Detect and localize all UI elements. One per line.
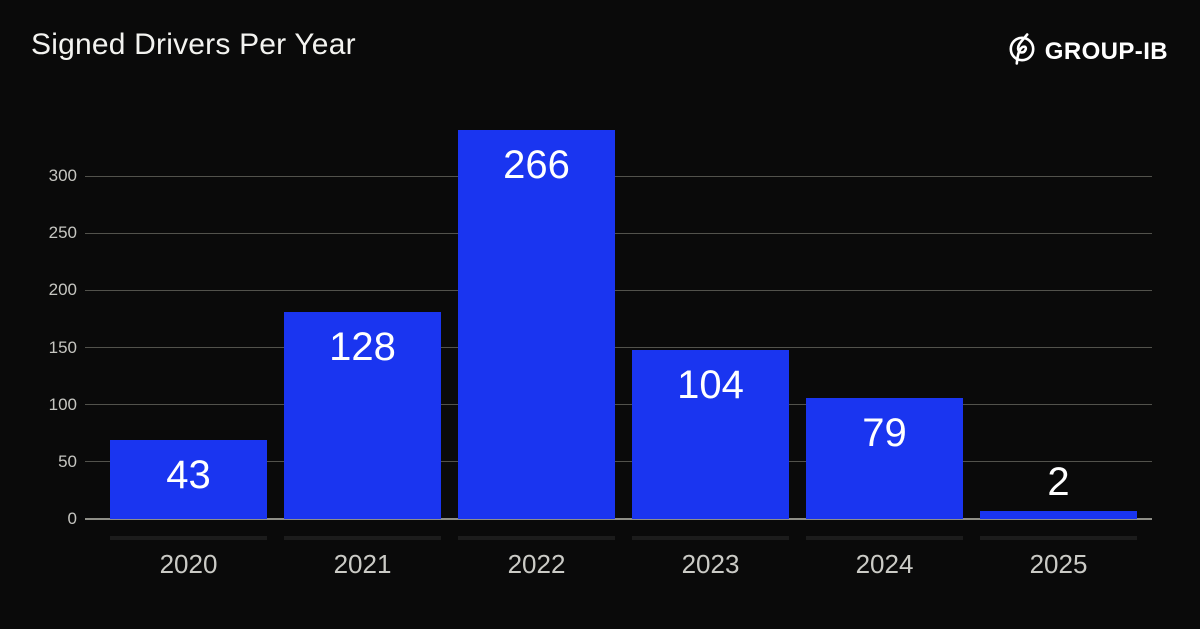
- y-tick-label: 300: [48, 166, 77, 185]
- bar: [806, 398, 963, 519]
- group-ib-logo-icon: [1007, 31, 1037, 72]
- x-tick-label: 2022: [507, 549, 566, 579]
- x-tick-label: 2021: [333, 549, 392, 579]
- bar-value-label: 79: [862, 411, 907, 455]
- bar: [632, 350, 789, 519]
- bar-value-label: 104: [677, 363, 744, 407]
- gridline: [85, 289, 1152, 291]
- bar-base-strip: [806, 536, 963, 540]
- bar-value-label: 266: [503, 143, 570, 187]
- y-tick-label: 250: [48, 223, 77, 243]
- gridline: [85, 461, 1152, 463]
- y-tick-label: 0: [67, 509, 77, 528]
- bar: [980, 511, 1137, 519]
- x-tick-label: 2024: [855, 549, 914, 579]
- gridline: [85, 175, 1152, 177]
- x-tick-label: 2023: [681, 549, 740, 579]
- bar: [110, 440, 267, 519]
- y-tick-label: 50: [58, 451, 77, 471]
- x-axis-baseline: [85, 518, 1152, 520]
- bar: [284, 312, 441, 519]
- bar-base-strip: [980, 536, 1137, 540]
- y-tick-label: 200: [48, 280, 77, 300]
- bar-base-strip: [458, 536, 615, 540]
- bar-base-strip: [110, 536, 267, 540]
- bar-base-strip: [632, 536, 789, 540]
- page-title: Signed Drivers Per Year: [31, 28, 356, 61]
- brand-logo: GROUP-IB: [1007, 31, 1168, 72]
- x-tick-label: 2020: [159, 549, 218, 579]
- bar-value-label: 43: [166, 453, 211, 497]
- gridline: [85, 347, 1152, 348]
- brand-name: GROUP-IB: [1044, 37, 1168, 65]
- x-tick-label: 2025: [1029, 549, 1088, 579]
- y-tick-label: 100: [48, 394, 77, 414]
- gridline: [85, 232, 1152, 234]
- gridline: [85, 404, 1152, 406]
- bar-value-label: 2: [1047, 460, 1070, 504]
- bar-value-label: 128: [329, 325, 396, 369]
- y-tick-label: 150: [48, 337, 77, 357]
- bar-base-strip: [284, 536, 441, 540]
- bar: [458, 130, 615, 519]
